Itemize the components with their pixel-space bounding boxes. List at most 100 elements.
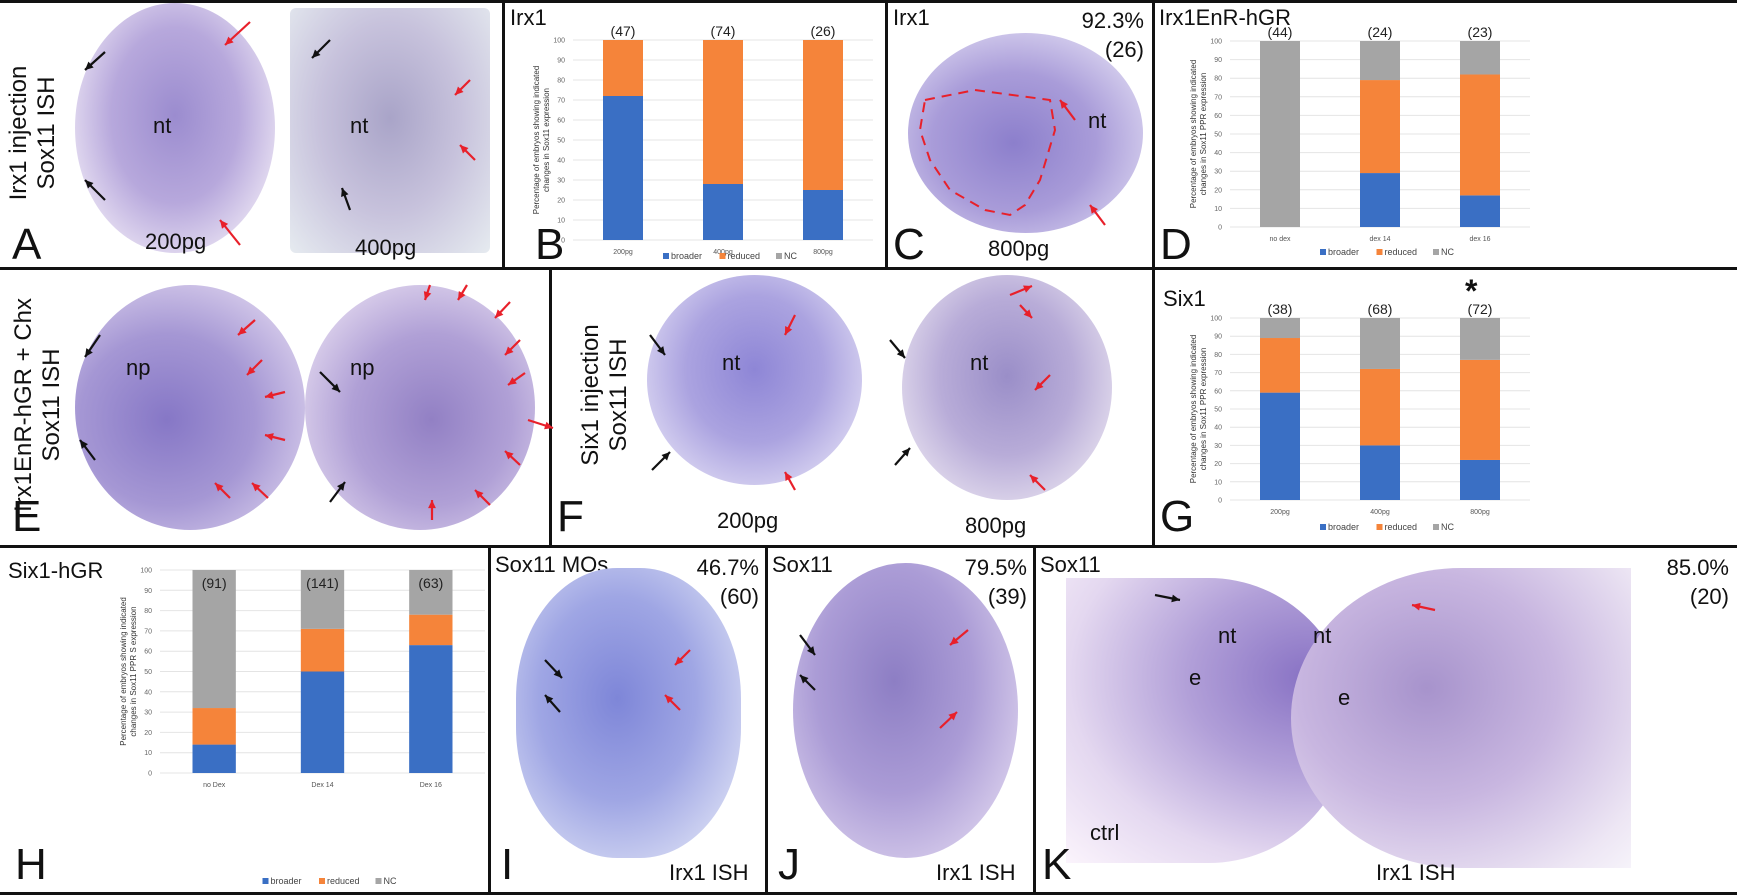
legend-label-reduced: reduced xyxy=(327,876,360,886)
n-label: (24) xyxy=(1368,24,1393,40)
caption-label: Irx1 ISH xyxy=(669,860,749,885)
y-tick-label: 60 xyxy=(144,649,152,656)
bar-reduced-dex-16 xyxy=(409,614,453,646)
dose-label: 800pg xyxy=(965,513,1027,538)
y-tick-label: 10 xyxy=(1214,206,1222,213)
region-label-nt: nt xyxy=(153,113,172,138)
panel-G: Six1 0 10 20 30 40 50 60 70 80 90 100 Percentage of… xyxy=(1155,270,1737,545)
region-label-nt: nt xyxy=(1313,623,1332,648)
bar-reduced-200pg xyxy=(1260,338,1300,393)
bar-reduced-dex-14 xyxy=(300,628,345,672)
y-tick-label: 60 xyxy=(1214,388,1222,395)
y-tick-label: 80 xyxy=(144,608,152,615)
panel-H: Six1-hGR 0 10 20 30 40 50 60 70 80 90 100 Percentag… xyxy=(0,548,488,892)
chart-D: 0 10 20 30 40 50 60 70 80 90 100 Percentage of embr… xyxy=(1189,24,1530,257)
bar-NC-no-dex xyxy=(1260,41,1300,227)
x-tick-label: 800pg xyxy=(1470,509,1490,516)
panel-title: Sox11 xyxy=(1040,552,1101,577)
x-tick-label: 800pg xyxy=(813,249,833,256)
divider-I-J xyxy=(765,545,768,895)
y-tick-label: 10 xyxy=(1214,479,1222,486)
n-label: (47) xyxy=(611,23,636,39)
y-axis-label: Percentage of embryos showing indicatedc… xyxy=(119,597,138,746)
y-tick-label: 10 xyxy=(557,218,565,225)
panel-K: Sox11 85.0% (20) nt e nt e ctrl Irx1 ISH… xyxy=(1036,548,1737,892)
embryo-image xyxy=(290,8,490,253)
bar-broader-dex-14 xyxy=(300,671,345,773)
legend-label-NC: NC xyxy=(384,876,397,886)
y-tick-label: 30 xyxy=(144,710,152,717)
y-tick-label: 80 xyxy=(1214,352,1222,359)
x-tick-label: no dex xyxy=(1269,236,1291,243)
y-tick-label: 20 xyxy=(557,198,565,205)
embryo-image xyxy=(305,285,535,530)
region-label-nt: nt xyxy=(350,113,369,138)
y-tick-label: 40 xyxy=(1214,150,1222,157)
panel-letter: E xyxy=(12,492,42,541)
n-label: (26) xyxy=(811,23,836,39)
x-tick-label: dex 16 xyxy=(1469,236,1490,243)
panel-title: Irx1 xyxy=(893,5,930,30)
bar-NC-dex-16 xyxy=(409,570,453,615)
y-tick-label: 40 xyxy=(144,689,152,696)
region-label-np: np xyxy=(126,355,151,380)
x-tick-label: 200pg xyxy=(613,249,633,256)
n-label: (23) xyxy=(1468,24,1493,40)
panel-E: Irx1EnR-hGR + Chx Sox11 ISH np np E xyxy=(0,270,549,545)
region-label-e: e xyxy=(1189,665,1202,690)
y-tick-label: 30 xyxy=(1214,169,1222,176)
panel-F-side-label: Six1 injection Sox11 ISH xyxy=(577,324,632,466)
legend-label-NC: NC xyxy=(1441,247,1454,257)
chart-title: Irx1 xyxy=(510,5,547,30)
embryo-image xyxy=(1291,568,1631,868)
region-label-nt: nt xyxy=(970,350,989,375)
panel-letter: H xyxy=(15,840,47,889)
bar-reduced-no-dex xyxy=(192,708,236,745)
legend-swatch-NC xyxy=(776,253,782,259)
x-tick-label: no Dex xyxy=(203,782,226,789)
n-label: (91) xyxy=(202,575,227,591)
ctrl-label: ctrl xyxy=(1090,820,1120,845)
bar-NC-dex-16 xyxy=(1460,41,1500,75)
y-tick-label: 100 xyxy=(553,38,565,45)
region-label-nt: nt xyxy=(1218,623,1237,648)
bar-broader-dex-14 xyxy=(1360,173,1400,227)
panel-letter: I xyxy=(501,840,514,889)
legend-label-NC: NC xyxy=(1441,522,1454,532)
row-divider-1 xyxy=(0,0,1737,3)
bar-broader-800pg xyxy=(1460,459,1500,500)
bar-NC-800pg xyxy=(1460,318,1500,360)
y-tick-label: 70 xyxy=(1214,94,1222,101)
y-tick-label: 80 xyxy=(557,78,565,85)
y-tick-label: 20 xyxy=(1214,187,1222,194)
embryo-image xyxy=(647,275,862,485)
embryo-image xyxy=(516,568,741,858)
y-tick-label: 0 xyxy=(1218,498,1222,505)
dose-label: 800pg xyxy=(988,236,1050,261)
legend-swatch-broader xyxy=(663,253,669,259)
y-tick-label: 30 xyxy=(1214,443,1222,450)
legend-label-reduced: reduced xyxy=(1385,522,1418,532)
panel-letter: A xyxy=(12,220,42,267)
y-axis-label: Percentage of embryos showing indicatedc… xyxy=(1189,335,1208,484)
n-label: (72) xyxy=(1468,301,1493,317)
legend-label-reduced: reduced xyxy=(1385,247,1418,257)
chart-title: Irx1EnR-hGR xyxy=(1159,5,1292,30)
y-tick-label: 50 xyxy=(1214,132,1222,139)
y-tick-label: 40 xyxy=(557,158,565,165)
embryo-image xyxy=(75,285,305,530)
row-divider-2 xyxy=(0,267,1737,270)
panel-D: Irx1EnR-hGR 0 10 20 30 40 50 60 70 80 90 100 Percen… xyxy=(1155,3,1737,267)
legend-label-broader: broader xyxy=(1328,247,1359,257)
panel-B: Irx1 0 10 20 30 40 50 60 70 80 90 100 Percentage of… xyxy=(505,3,885,267)
bar-reduced-200pg xyxy=(603,40,643,96)
bar-reduced-dex-16 xyxy=(1460,74,1500,196)
n-label: (74) xyxy=(711,23,736,39)
chart-title: Six1 xyxy=(1163,286,1206,311)
panel-title: Sox11 MOs xyxy=(495,552,609,577)
region-label-np: np xyxy=(350,355,375,380)
bar-NC-no-dex xyxy=(192,570,236,709)
bar-NC-200pg xyxy=(1260,318,1300,339)
bar-broader-dex-16 xyxy=(409,645,453,773)
bar-NC-dex-14 xyxy=(300,570,345,629)
